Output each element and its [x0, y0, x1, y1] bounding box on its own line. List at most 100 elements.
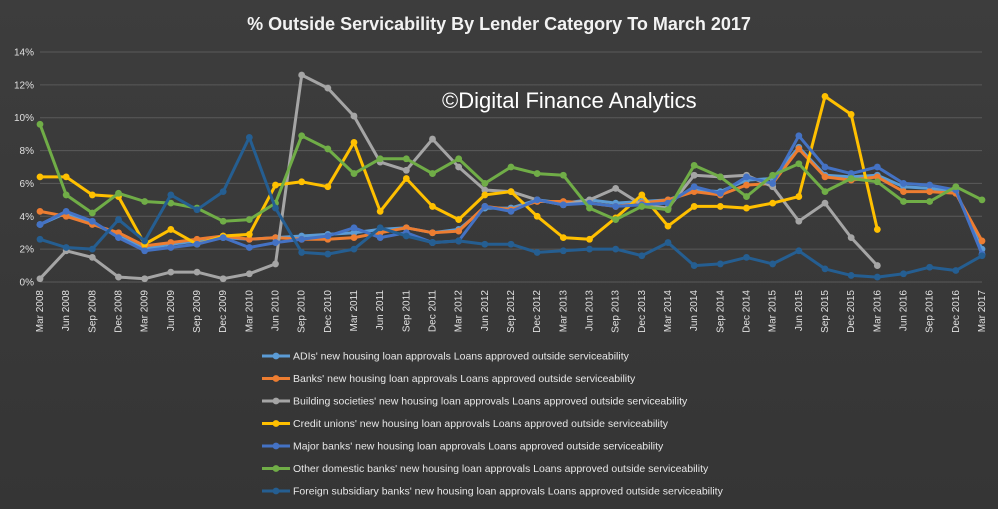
x-tick-label: Mar 2014 [663, 290, 674, 333]
data-point [141, 275, 149, 283]
legend-swatch-marker [272, 420, 280, 427]
legend-swatch-marker [272, 442, 280, 450]
data-point [376, 224, 384, 232]
y-axis: 0% 2% 4% 6% 8% 10% 12% 14% [14, 48, 34, 289]
data-point [298, 249, 306, 256]
legend-label: Credit unions' new housing loan approval… [293, 418, 669, 430]
legend-label: Banks' new housing loan approvals Loans … [293, 373, 636, 385]
x-tick-label: Sep 2013 [611, 290, 622, 333]
data-point [36, 207, 44, 215]
data-point [167, 244, 175, 251]
legend-entry: Other domestic banks' new housing loan a… [262, 463, 709, 475]
legend-swatch-marker [272, 465, 280, 472]
x-tick-label: Dec 2014 [742, 290, 753, 333]
data-point [36, 235, 44, 243]
x-tick-label: Sep 2015 [820, 290, 831, 333]
data-point [115, 229, 122, 237]
legend-swatch-marker [272, 487, 280, 495]
data-point [664, 222, 672, 230]
data-point [245, 270, 253, 278]
data-point [664, 239, 672, 246]
data-point [873, 163, 881, 171]
data-point [481, 191, 489, 199]
legend-entry: Building societies' new housing loan app… [262, 396, 688, 408]
x-tick-label: Jun 2011 [375, 290, 386, 331]
data-point [115, 216, 122, 223]
x-tick-label: Sep 2010 [297, 290, 308, 333]
data-point [272, 234, 279, 242]
data-point [245, 230, 253, 238]
data-point [402, 232, 410, 240]
data-point [481, 180, 489, 187]
data-point [298, 132, 306, 140]
data-point [847, 175, 855, 182]
data-point [900, 198, 907, 205]
data-point [690, 161, 698, 169]
data-point [559, 201, 567, 209]
data-point [847, 170, 855, 177]
data-point [324, 232, 332, 240]
data-point [900, 270, 907, 278]
data-point [376, 207, 384, 215]
data-point [350, 224, 358, 232]
data-point [847, 272, 855, 279]
x-tick-label: Dec 2012 [532, 290, 543, 333]
data-point [219, 275, 227, 283]
data-point [455, 155, 463, 163]
data-point [743, 204, 750, 212]
data-point [900, 188, 907, 196]
data-point [402, 224, 410, 232]
x-tick-label: Mar 2012 [454, 290, 465, 333]
data-point [141, 237, 149, 245]
y-tick-label: 4% [20, 212, 35, 223]
series-7 [36, 134, 986, 281]
data-point [350, 229, 358, 237]
x-tick-label: Mar 2015 [768, 290, 779, 333]
data-point [978, 252, 986, 260]
legend-label: Other domestic banks' new housing loan a… [293, 463, 709, 475]
data-point [324, 84, 332, 92]
x-tick-label: Jun 2015 [794, 290, 805, 332]
legend-entry: ADIs' new housing loan approvals Loans a… [262, 351, 630, 363]
data-point [926, 181, 934, 189]
data-point [978, 237, 986, 245]
data-point [690, 188, 698, 196]
data-point [873, 173, 881, 181]
data-point [324, 183, 332, 191]
data-point [36, 221, 44, 228]
data-point [350, 112, 358, 120]
data-point [586, 204, 593, 212]
data-point [167, 268, 175, 276]
data-point [62, 244, 70, 251]
data-point [193, 206, 201, 214]
data-point [481, 203, 489, 210]
data-point [193, 268, 201, 276]
data-point [533, 170, 541, 177]
data-point [821, 173, 829, 181]
y-tick-label: 10% [14, 113, 34, 124]
data-point [455, 227, 463, 235]
legend-swatch-marker [272, 352, 280, 360]
data-point [612, 216, 620, 223]
data-point [559, 247, 567, 255]
data-point [324, 145, 332, 153]
x-tick-label: Dec 2010 [323, 290, 334, 333]
data-point [769, 180, 777, 187]
data-point [376, 155, 384, 163]
data-point [847, 234, 855, 242]
x-tick-label: Sep 2016 [925, 290, 936, 333]
data-point [455, 237, 463, 245]
data-point [245, 235, 253, 243]
legend-swatch-marker [272, 397, 280, 405]
data-point [821, 163, 829, 171]
data-point [716, 260, 724, 268]
data-point [298, 235, 306, 243]
data-point [219, 217, 227, 225]
legend-label: ADIs' new housing loan approvals Loans a… [293, 351, 630, 363]
data-point [559, 171, 567, 179]
series-line [39, 147, 984, 248]
data-point [638, 203, 646, 210]
data-point [559, 234, 567, 242]
data-point [586, 245, 593, 253]
